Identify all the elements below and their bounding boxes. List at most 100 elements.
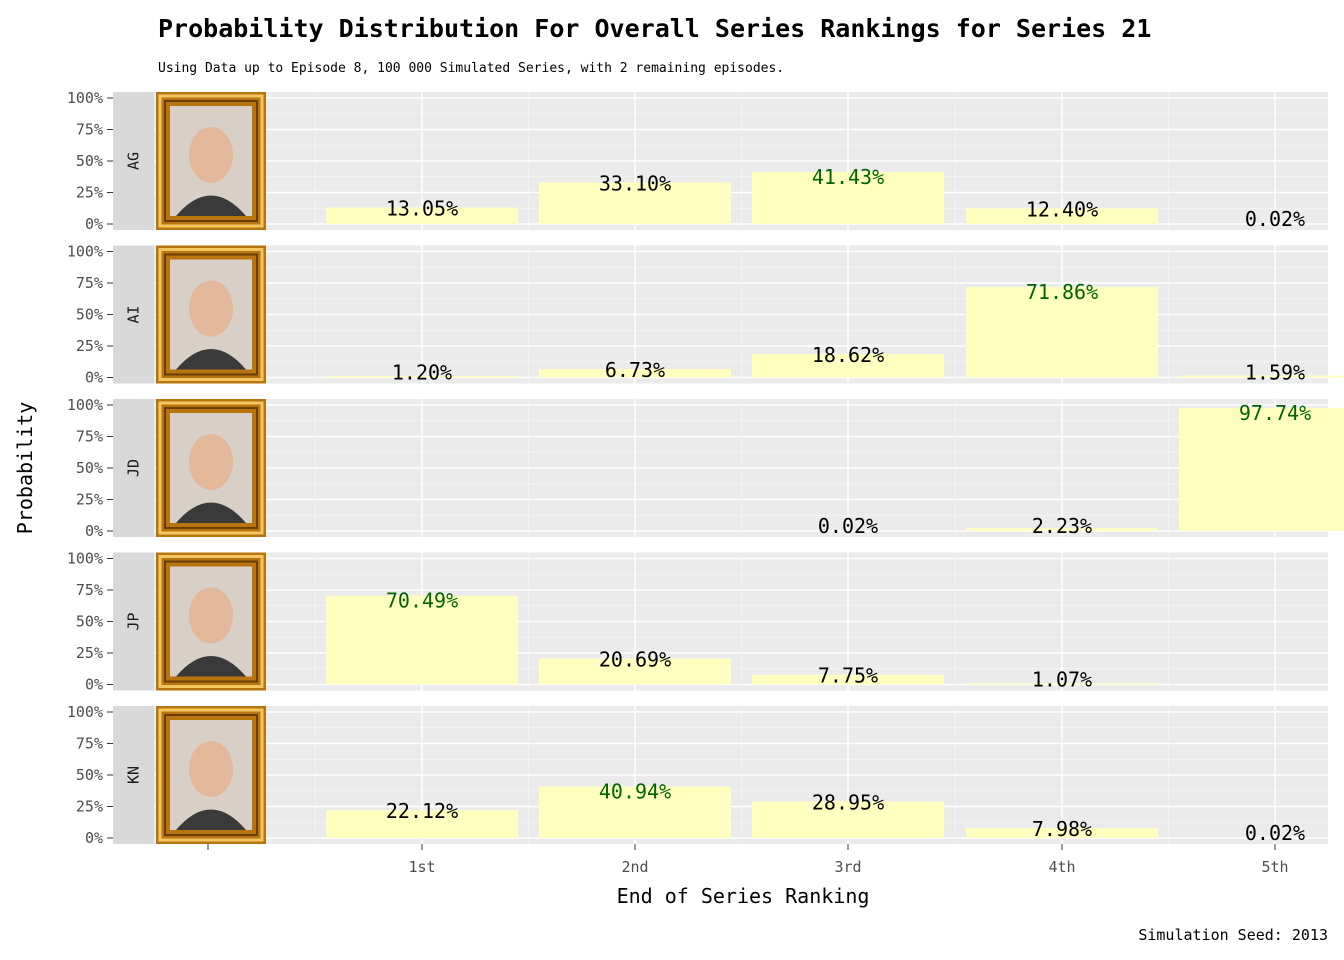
x-tick-label: 3rd <box>834 858 861 876</box>
facet-strip <box>113 706 154 844</box>
x-tick-label: 5th <box>1261 858 1288 876</box>
portrait-frame-trim <box>164 100 258 222</box>
facet-strip-label: AG <box>125 152 143 170</box>
data-label: 7.98% <box>1032 817 1092 841</box>
data-label: 1.07% <box>1032 668 1092 692</box>
portrait-face <box>189 587 233 644</box>
y-tick-label: 25% <box>76 491 103 509</box>
bar <box>326 595 518 685</box>
bar <box>326 375 518 378</box>
portrait-face <box>189 127 233 183</box>
chart-subtitle: Using Data up to Episode 8, 100 000 Simu… <box>158 61 784 76</box>
data-label: 28.95% <box>812 791 884 815</box>
portrait-frame-trim <box>158 555 264 688</box>
bar <box>539 658 731 685</box>
data-label: 1.20% <box>392 361 452 385</box>
y-tick-label: 100% <box>67 703 103 721</box>
x-axis-title: End of Series Ranking <box>617 884 870 908</box>
portrait-frame-trim <box>164 253 258 376</box>
data-label: 6.73% <box>605 358 665 382</box>
portrait-face <box>189 434 233 490</box>
y-tick-label: 25% <box>76 184 103 202</box>
bar <box>1179 375 1344 378</box>
y-tick-label: 75% <box>76 428 103 446</box>
y-tick-label: 75% <box>76 121 103 139</box>
bar <box>539 182 731 224</box>
x-axis: 1st 2nd 3rd 4th 5th <box>207 844 1289 876</box>
facet-panel: AG 0% 25% 50% 75% 100% 13.05% 33.10% 41.43% 12.40… <box>67 89 1344 233</box>
data-label: 71.86% <box>1026 280 1098 304</box>
chart-caption: Simulation Seed: 2013 <box>1138 926 1328 944</box>
data-label: 1.59% <box>1245 361 1305 385</box>
bar <box>752 354 944 378</box>
y-tick-label: 75% <box>76 735 103 753</box>
y-tick-label: 75% <box>76 581 103 599</box>
y-tick-label: 25% <box>76 337 103 355</box>
data-label: 2.23% <box>1032 514 1092 538</box>
facet-strip-label: AI <box>125 305 143 323</box>
chart-title: Probability Distribution For Overall Ser… <box>158 14 1151 43</box>
data-label: 12.40% <box>1026 197 1098 221</box>
portrait-frame-trim <box>158 708 264 842</box>
data-label: 13.05% <box>386 197 458 221</box>
portrait-shoulders <box>176 809 246 830</box>
facet-strip <box>113 399 154 537</box>
portrait-shoulders <box>176 656 246 677</box>
y-tick-label: 50% <box>76 152 103 170</box>
y-tick-label: 100% <box>67 396 103 414</box>
y-tick-label: 75% <box>76 274 103 292</box>
portrait-face <box>189 741 233 797</box>
bar <box>539 786 731 838</box>
y-tick-label: 50% <box>76 613 103 631</box>
facet-panel: KN 0% 25% 50% 75% 100% 22.12% 40.94% 28.95% 7.98%… <box>67 703 1344 847</box>
x-tick-label: 1st <box>408 858 435 876</box>
y-tick-label: 0% <box>85 522 103 540</box>
data-label: 0.02% <box>1245 821 1305 845</box>
bar <box>326 207 518 224</box>
y-tick-label: 50% <box>76 459 103 477</box>
y-tick-label: 100% <box>67 550 103 568</box>
y-tick-label: 50% <box>76 766 103 784</box>
facet-panel: AI 0% 25% 50% 75% 100% 1.20% 6.73% 18.62% 71.86% 1… <box>67 243 1344 387</box>
bar <box>966 286 1158 378</box>
facet-panel: JD 0% 25% 50% 75% 100% 0.02% 2.23% 97.74% <box>67 396 1344 540</box>
bar <box>966 208 1158 224</box>
facet-panels: AG 0% 25% 50% 75% 100% 13.05% 33.10% 41.43% 12.40… <box>67 89 1344 847</box>
portrait-shoulders <box>176 349 246 370</box>
facet-strip-label: KN <box>125 766 143 784</box>
bar <box>966 827 1158 838</box>
bar <box>539 369 731 378</box>
data-label: 22.12% <box>386 799 458 823</box>
facet-strip <box>113 92 154 230</box>
y-tick-label: 0% <box>85 829 103 847</box>
facet-strip-label: JD <box>125 459 143 477</box>
portrait-frame-trim <box>164 407 258 529</box>
portrait-shoulders <box>176 195 246 216</box>
data-label: 97.74% <box>1239 401 1311 425</box>
data-label: 70.49% <box>386 589 458 613</box>
y-tick-label: 0% <box>85 215 103 233</box>
data-label: 0.02% <box>818 514 878 538</box>
bar <box>966 528 1158 531</box>
portrait-frame-trim <box>164 714 258 836</box>
data-label: 41.43% <box>812 165 884 189</box>
portrait-frame-trim <box>158 401 264 535</box>
bar <box>752 674 944 685</box>
bar <box>1179 407 1344 531</box>
data-label: 40.94% <box>599 779 671 803</box>
y-tick-label: 25% <box>76 798 103 816</box>
bar <box>326 810 518 838</box>
y-tick-label: 25% <box>76 644 103 662</box>
data-label: 18.62% <box>812 343 884 367</box>
x-tick-label: 2nd <box>621 858 648 876</box>
facet-strip-label: JP <box>125 612 143 630</box>
portrait-frame-trim <box>164 560 258 683</box>
y-tick-label: 50% <box>76 306 103 324</box>
y-tick-label: 100% <box>67 89 103 107</box>
facet-strip <box>113 552 154 691</box>
data-label: 33.10% <box>599 171 671 195</box>
bar <box>752 171 944 224</box>
portrait-frame-trim <box>158 94 264 228</box>
y-tick-label: 0% <box>85 369 103 387</box>
facet-panel: JP 0% 25% 50% 75% 100% 70.49% 20.69% 7.75% 1.07% <box>67 550 1328 694</box>
